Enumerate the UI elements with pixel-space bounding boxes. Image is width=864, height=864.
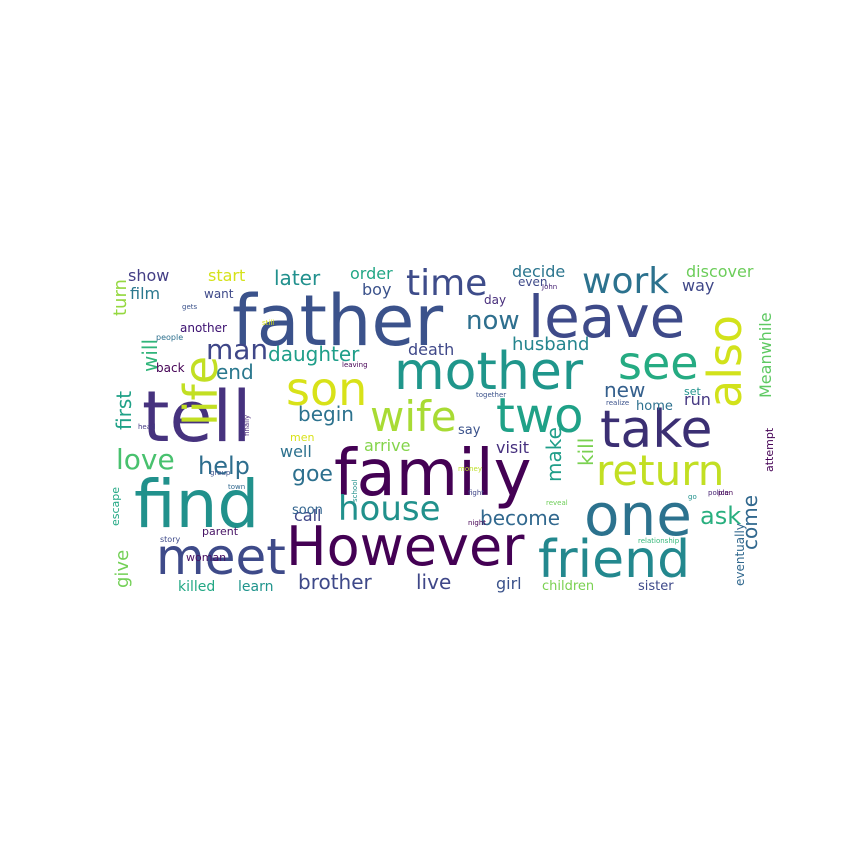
word: new [604,378,646,402]
word: people [156,333,184,342]
word: killed [178,579,216,595]
word: call [294,506,322,525]
word: meet [156,528,286,586]
word: decide [512,262,566,281]
word: kill [574,437,598,466]
word: Meanwhile [756,312,775,398]
word: day [484,293,507,307]
word: realize [606,399,630,407]
word: house [338,489,441,529]
word: home [636,399,673,414]
word: tell [142,376,252,458]
word: film [130,284,161,303]
word: time [406,263,488,304]
word: still [262,319,275,327]
word: relationship [638,537,680,545]
word: leave [528,283,686,351]
word: eventually [733,523,747,586]
word: husband [512,334,590,355]
word: back [156,361,185,375]
word: gets [182,303,198,311]
word: even [518,275,548,289]
word: finally [243,414,251,436]
word: daughter [268,342,360,366]
word: take [600,400,713,460]
word: later [274,266,321,290]
word: school [351,479,359,502]
word: together [476,391,507,399]
word: goe [292,462,333,487]
word: girl [496,574,522,593]
word: attempt [763,427,776,472]
word: arrive [364,436,411,455]
word: John [542,283,558,291]
word: love [116,443,175,476]
word: return [596,446,725,495]
word: man [206,333,269,366]
word: ask [700,502,742,530]
word: leaving [342,361,368,369]
word: well [280,442,312,461]
word: brother [298,570,372,594]
word: first [112,390,136,430]
word: another [180,321,227,335]
word: family [334,437,532,511]
word: run [684,390,711,409]
word: mother [394,342,584,402]
word: boy [362,280,392,299]
word: learn [238,579,274,595]
word: night [468,519,487,527]
word: two [496,388,584,444]
word: money [458,465,482,473]
word: see [618,336,699,390]
word: go [688,493,697,501]
word: parent [202,525,239,538]
word: father [232,280,444,362]
word: begin [298,402,354,426]
word: town [228,483,246,491]
word: friend [538,530,691,590]
word: end [216,360,254,384]
word-cloud: father leave family However tell find mo… [108,258,776,600]
word: story [160,535,181,544]
word: police [708,489,729,497]
word: make [542,427,566,482]
word: find [134,466,260,543]
word: discover [686,262,754,281]
word: death [408,340,455,359]
word: say [458,423,481,438]
word: work [582,261,670,302]
word: way [682,276,715,295]
word: escape [109,486,122,526]
word: want [204,287,234,301]
word: now [466,306,520,336]
word: help [198,452,250,480]
word: one [584,481,692,549]
word: However [286,515,525,578]
word: plan [718,489,734,497]
word: reveal [546,499,568,507]
word: live [416,570,452,594]
word: give [112,549,133,588]
word: group [210,469,231,477]
word: start [208,266,246,285]
word: head [138,423,156,431]
word: become [480,506,561,530]
word: son [286,362,368,416]
word: set [684,385,701,398]
word: wife [370,392,457,441]
word: fight [468,489,485,497]
word: children [542,579,595,594]
word: woman [186,551,227,564]
word: show [128,266,170,285]
word: sister [638,579,674,594]
word: men [290,431,315,444]
word: soon [292,503,323,518]
word: visit [496,438,529,457]
word: order [350,264,393,283]
